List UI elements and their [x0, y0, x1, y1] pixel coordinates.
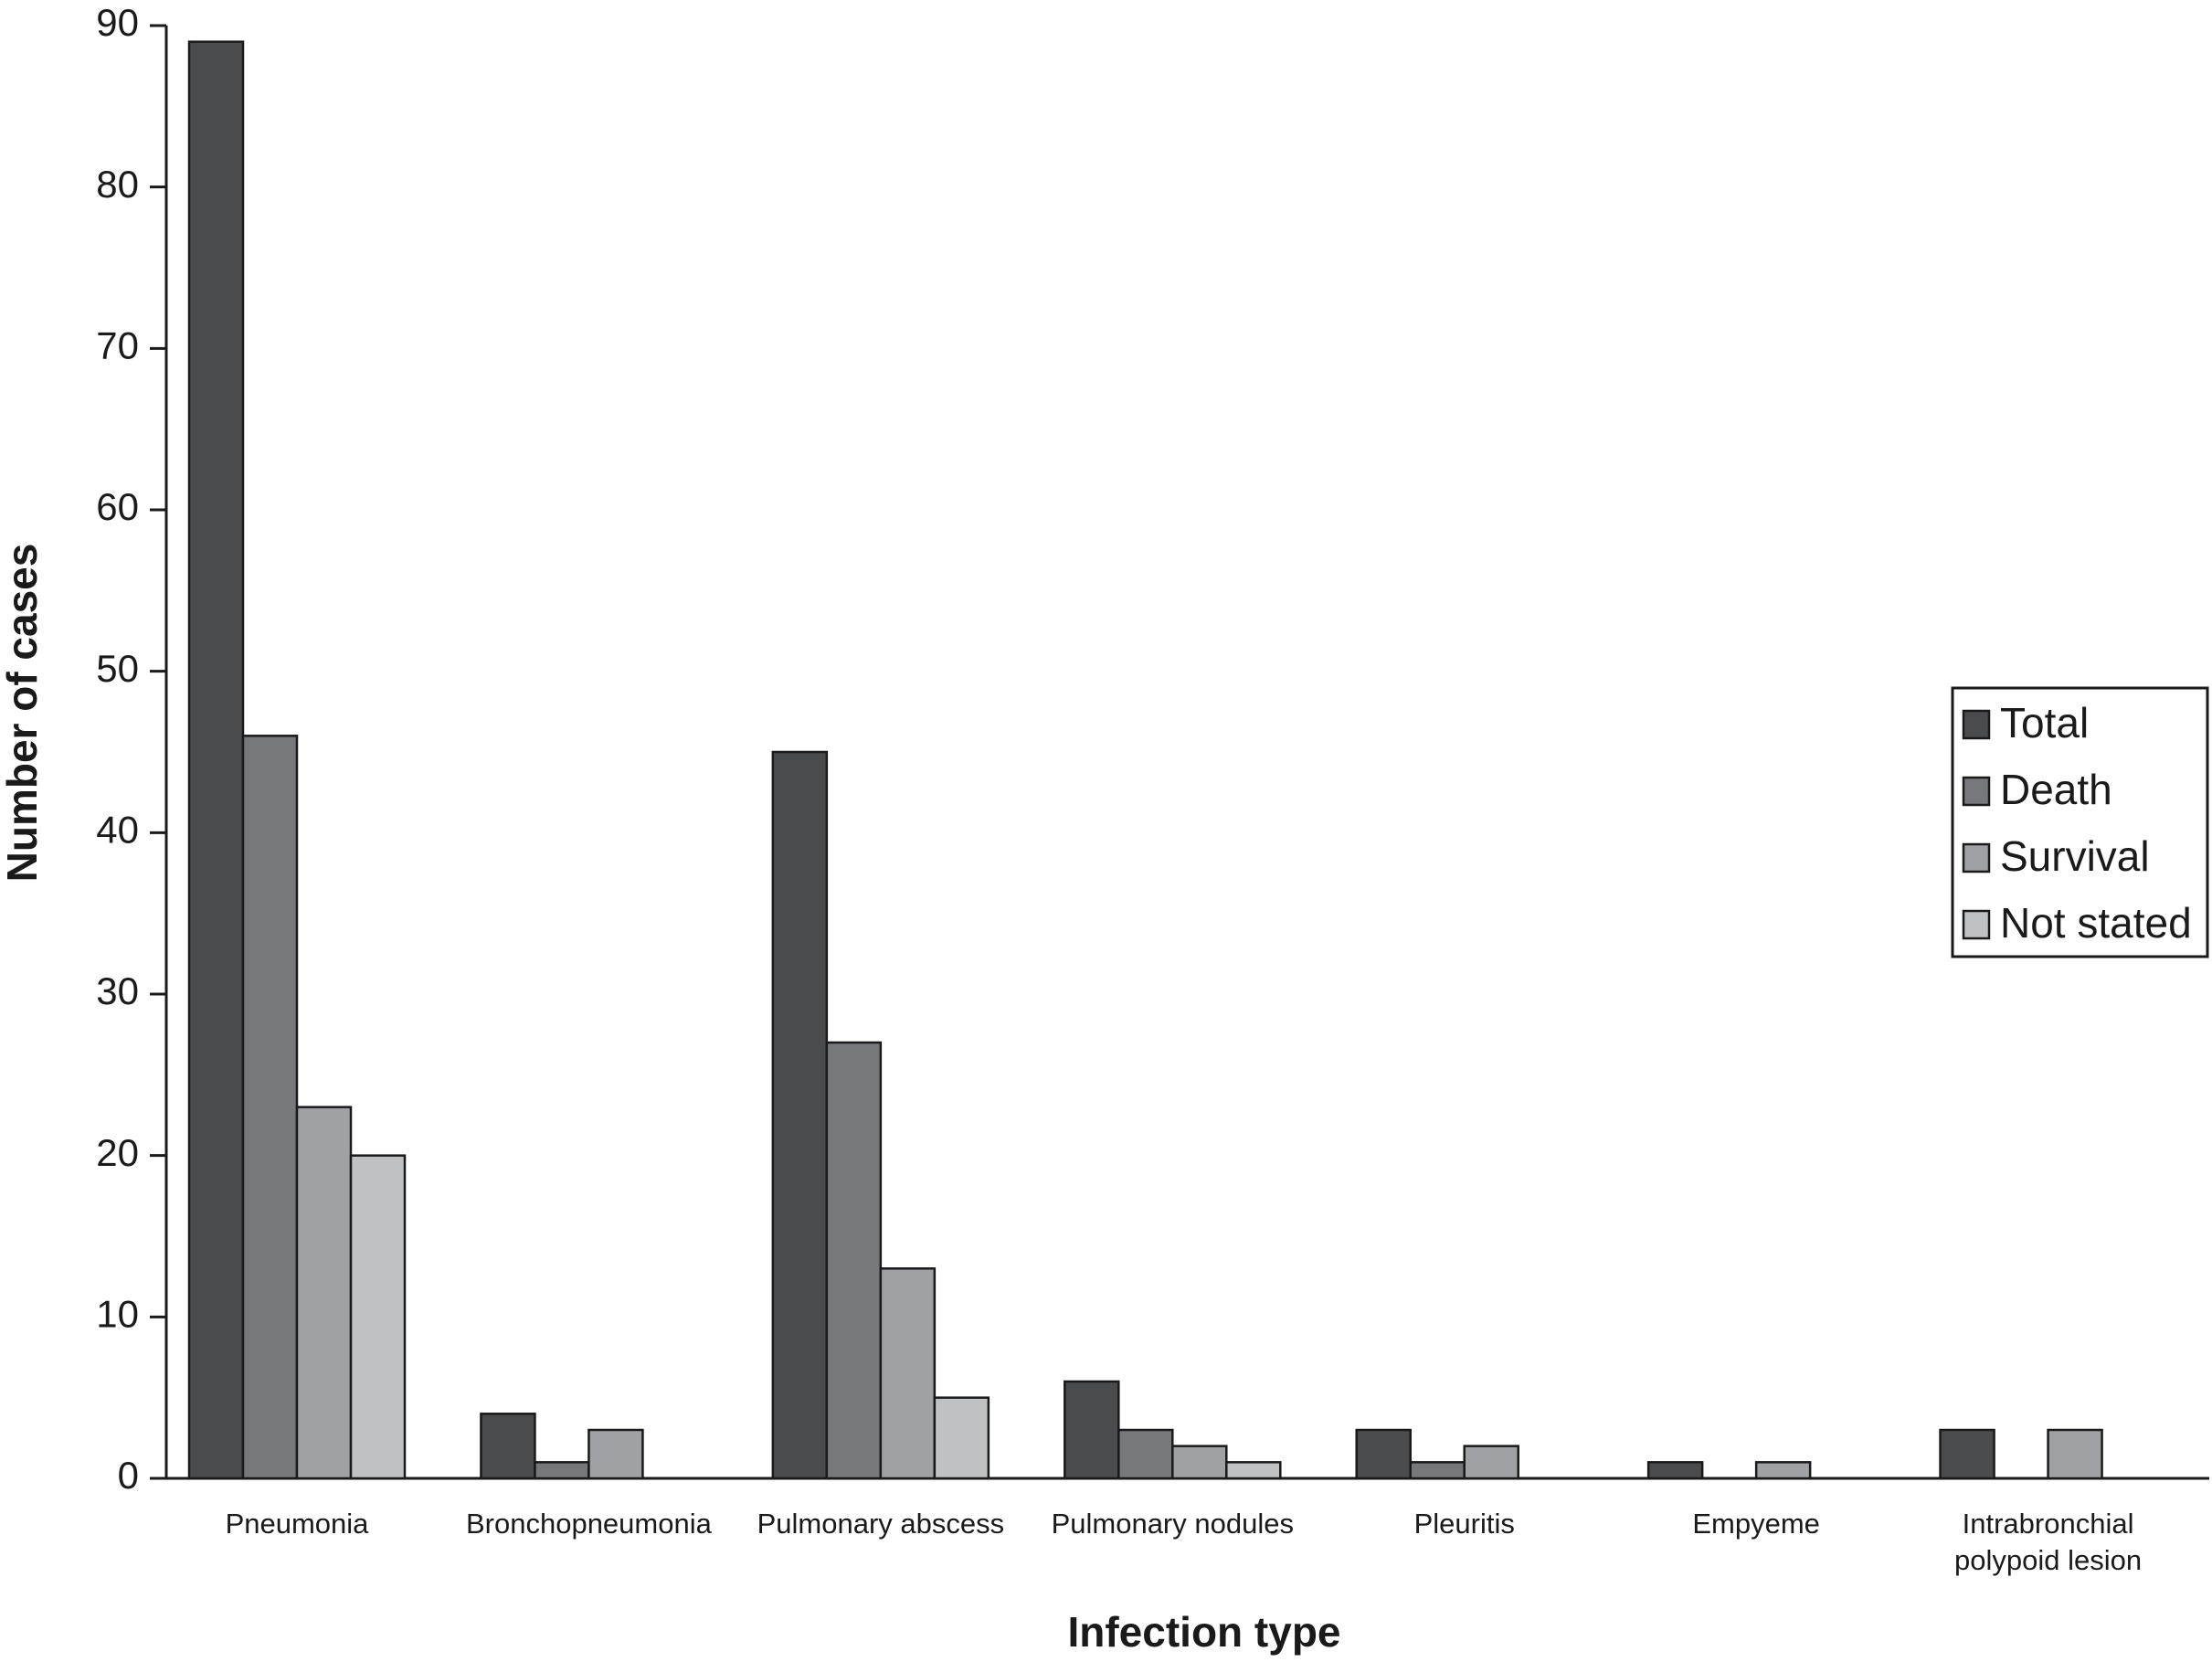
y-tick-label: 80 [96, 163, 139, 206]
x-tick-label: Pulmonary nodules [1051, 1508, 1294, 1540]
bar [295, 1106, 353, 1480]
x-tick-label: Pulmonary abscess [757, 1508, 1005, 1540]
bar [534, 1461, 590, 1480]
bar [587, 1428, 644, 1480]
bar [1064, 1380, 1120, 1480]
legend-swatch [1962, 842, 1991, 873]
legend-swatch [1962, 909, 1991, 940]
y-tick-label: 90 [96, 1, 139, 44]
bar [771, 750, 829, 1480]
x-axis-title: Infection type [1067, 1608, 1340, 1656]
legend-label: Not stated [2000, 899, 2192, 947]
bar [1409, 1461, 1466, 1480]
bar [1754, 1461, 1812, 1480]
bar [933, 1396, 990, 1480]
bar [825, 1041, 883, 1480]
x-tick-label: Empyeme [1692, 1508, 1820, 1540]
legend-label: Death [2000, 766, 2112, 813]
bar [241, 735, 299, 1480]
y-tick-label: 0 [118, 1454, 139, 1497]
legend-box [1951, 686, 2209, 958]
x-tick-label: Pneumonia [225, 1508, 369, 1540]
legend-swatch [1962, 776, 1991, 807]
bar [1939, 1428, 1995, 1480]
x-tick-label: Pleuritis [1413, 1508, 1515, 1540]
y-tick-label: 40 [96, 808, 139, 851]
y-tick-label: 60 [96, 485, 139, 528]
bar [349, 1154, 407, 1480]
bar [1355, 1428, 1412, 1480]
legend-label: Survival [2000, 832, 2150, 880]
y-tick-label: 20 [96, 1131, 139, 1174]
bar [1117, 1428, 1174, 1480]
x-tick-label: Intrabronchial polypoid lesion [1954, 1508, 2143, 1576]
y-tick-label: 50 [96, 647, 139, 690]
x-tick-label: Bronchopneumonia [465, 1508, 712, 1540]
bar [1171, 1445, 1228, 1480]
bar [2047, 1428, 2103, 1480]
bar [1463, 1445, 1519, 1480]
bar [1646, 1461, 1704, 1480]
bar [480, 1413, 536, 1480]
y-axis-title: Number of cases [0, 544, 46, 883]
bar [879, 1267, 937, 1480]
legend-swatch [1962, 709, 1991, 740]
bar [1225, 1461, 1282, 1480]
y-tick-label: 10 [96, 1292, 139, 1335]
y-tick-label: 70 [96, 323, 139, 366]
bar [187, 40, 245, 1480]
legend-label: Total [2000, 699, 2089, 746]
y-tick-label: 30 [96, 969, 139, 1012]
